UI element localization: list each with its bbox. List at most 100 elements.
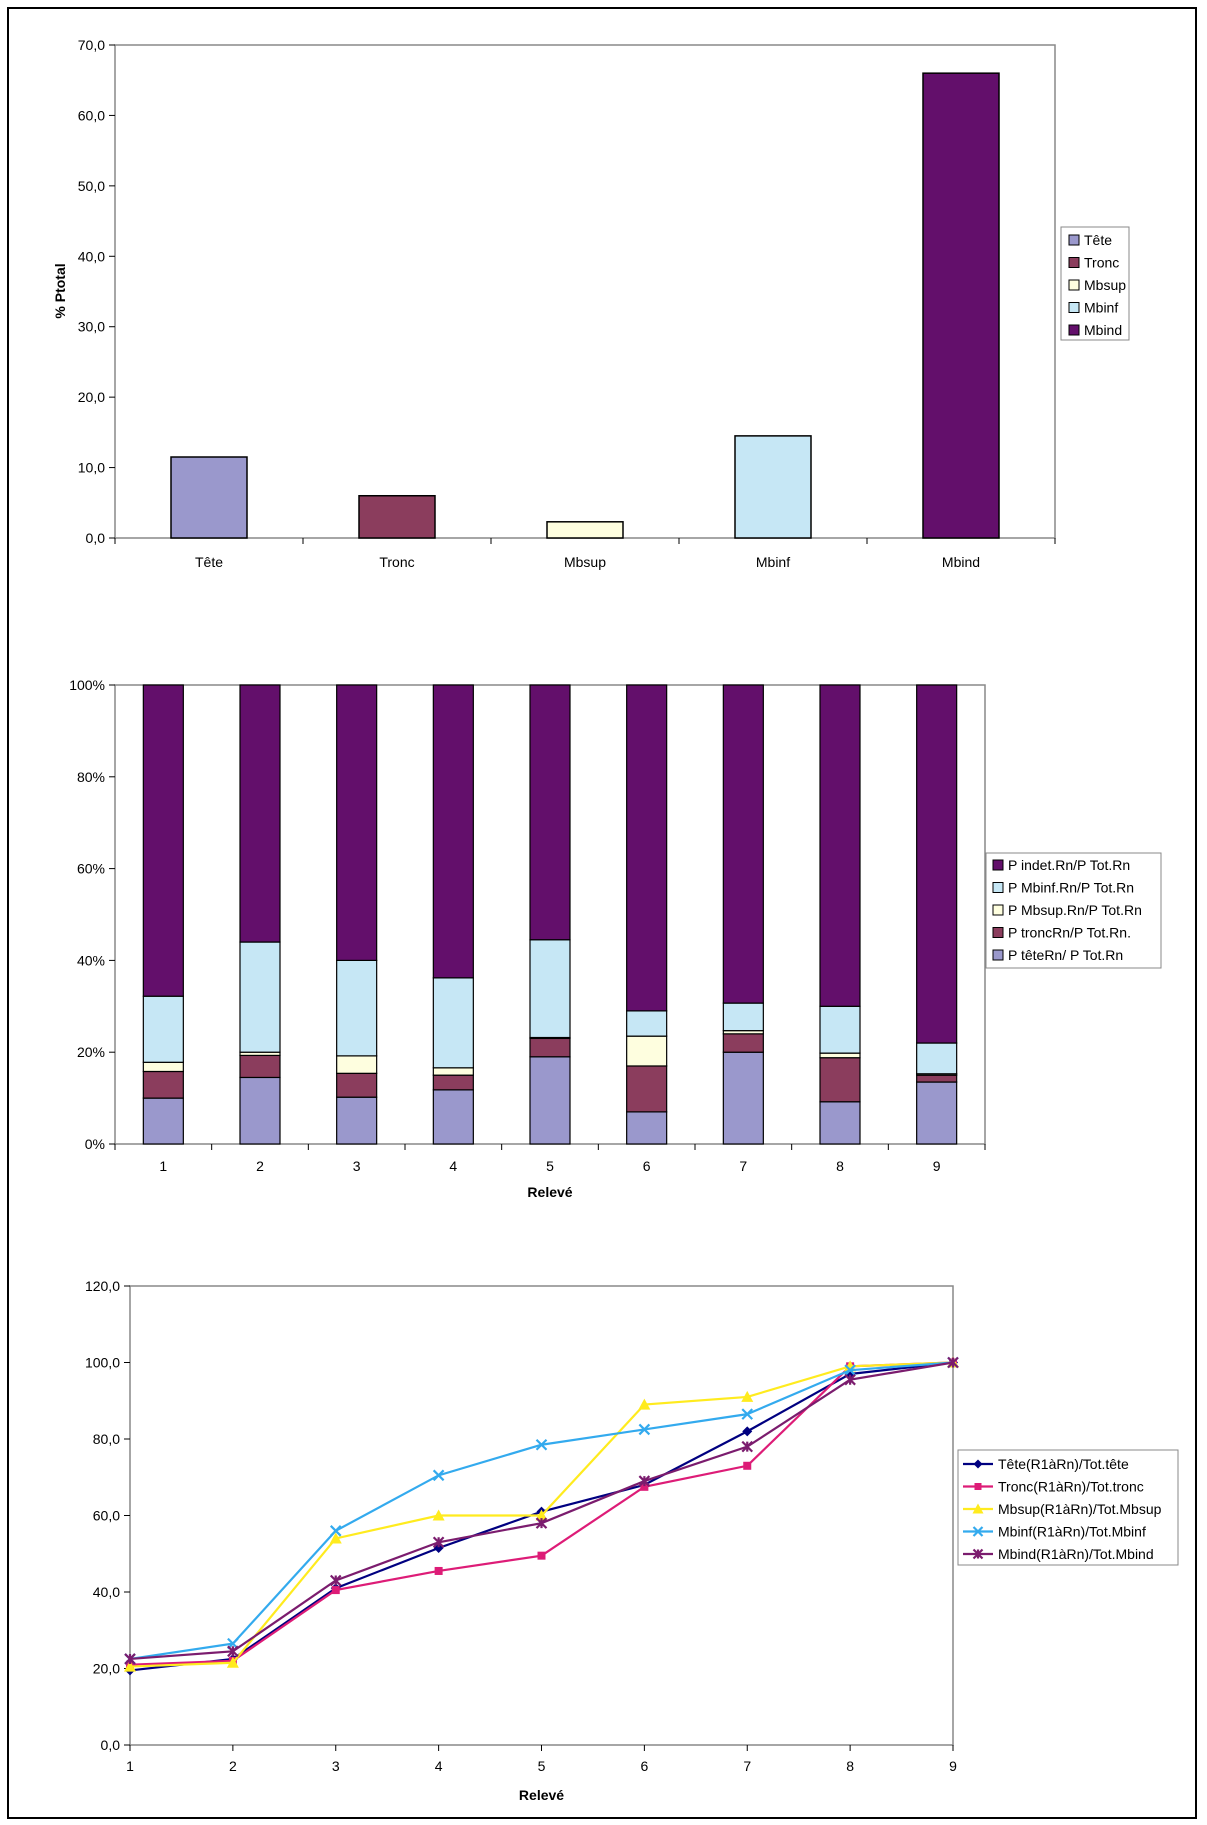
chart-2-xtick-label: 1 xyxy=(159,1158,167,1174)
chart-1-ylabel: % Ptotal xyxy=(52,263,68,318)
chart-2-xlabel: Relevé xyxy=(527,1184,572,1200)
chart-2-ytick-label: 60% xyxy=(77,861,105,877)
chart-3-xlabel: Relevé xyxy=(519,1787,564,1803)
stacked-segment xyxy=(143,685,183,996)
stacked-segment xyxy=(627,1036,667,1066)
chart-1-ytick-label: 70,0 xyxy=(78,37,105,53)
chart-3-legend: Tête(R1àRn)/Tot.tête Tronc(R1àRn)/Tot.tro… xyxy=(958,1450,1178,1565)
data-point xyxy=(743,1462,751,1470)
stacked-segment xyxy=(433,1090,473,1144)
chart-1-ytick-label: 60,0 xyxy=(78,107,105,123)
chart-1-xtick-label: Mbinf xyxy=(756,554,790,570)
chart-2-ytick-label: 80% xyxy=(77,769,105,785)
chart-3-ytick-label: 120,0 xyxy=(85,1278,120,1294)
legend-label: Mbind xyxy=(1084,322,1122,338)
stacked-segment xyxy=(917,685,957,1043)
legend-swatch xyxy=(1069,325,1079,335)
legend-label: P Mbsup.Rn/P Tot.Rn xyxy=(1008,902,1142,918)
bar-mbind xyxy=(923,73,999,538)
data-point xyxy=(742,1426,752,1436)
stacked-segment xyxy=(337,960,377,1055)
legend-swatch xyxy=(993,860,1003,870)
stacked-segment xyxy=(143,1062,183,1071)
stacked-segment xyxy=(917,1082,957,1144)
stacked-segment xyxy=(530,1057,570,1144)
chart-3-xtick-label: 7 xyxy=(743,1758,751,1774)
stacked-segment xyxy=(723,685,763,1003)
stacked-segment xyxy=(143,1098,183,1144)
chart-3-xtick-label: 6 xyxy=(640,1758,648,1774)
stacked-segment xyxy=(240,1077,280,1144)
chart-2-xtick-label: 8 xyxy=(836,1158,844,1174)
legend-label: Mbsup(R1àRn)/Tot.Mbsup xyxy=(998,1501,1162,1517)
chart-2-ytick-label: 100% xyxy=(69,677,105,693)
stacked-segment xyxy=(820,1053,860,1058)
chart-2-xtick-label: 2 xyxy=(256,1158,264,1174)
chart-1-ytick-label: 10,0 xyxy=(78,460,105,476)
chart-2-xtick-label: 3 xyxy=(353,1158,361,1174)
chart-3-xtick-label: 4 xyxy=(435,1758,443,1774)
legend-label: P troncRn/P Tot.Rn. xyxy=(1008,925,1131,941)
chart-1-legend: TêteTroncMbsupMbinfMbind xyxy=(1061,227,1129,340)
data-point xyxy=(538,1552,546,1560)
stacked-segment xyxy=(723,1052,763,1144)
chart-2-ytick-label: 0% xyxy=(85,1136,105,1152)
legend-label: Tête(R1àRn)/Tot.tête xyxy=(998,1456,1129,1472)
chart-2-stacked-bar: 0%20%40%60%80%100%1 2 3 4 5 6 7 8 9RelevéP indet… xyxy=(69,677,1161,1200)
chart-3-ytick-label: 100,0 xyxy=(85,1355,120,1371)
data-point xyxy=(435,1567,443,1575)
legend-swatch xyxy=(993,950,1003,960)
stacked-segment xyxy=(143,1071,183,1098)
chart-2-legend: P indet.Rn/P Tot.Rn P Mbinf.Rn/P Tot.Rn P … xyxy=(986,853,1161,968)
chart-1-xtick-label: Tête xyxy=(195,554,223,570)
chart-1-ytick-label: 40,0 xyxy=(78,248,105,264)
stacked-segment xyxy=(337,1056,377,1073)
stacked-segment xyxy=(530,940,570,1038)
legend-label: Mbinf(R1àRn)/Tot.Mbinf xyxy=(998,1524,1146,1540)
stacked-segment xyxy=(820,1006,860,1053)
legend-swatch xyxy=(993,928,1003,938)
stacked-segment xyxy=(820,1058,860,1102)
chart-3-xtick-label: 2 xyxy=(229,1758,237,1774)
legend-label: Tronc xyxy=(1084,255,1119,271)
legend-label: P Mbinf.Rn/P Tot.Rn xyxy=(1008,880,1134,896)
chart-3-ytick-label: 40,0 xyxy=(93,1584,120,1600)
stacked-segment xyxy=(530,1038,570,1056)
stacked-segment xyxy=(917,1043,957,1074)
stacked-segment xyxy=(337,1073,377,1097)
legend-swatch xyxy=(1069,258,1079,268)
stacked-segment xyxy=(723,1003,763,1031)
legend-label: Tronc(R1àRn)/Tot.tronc xyxy=(998,1479,1144,1495)
chart-3-ytick-label: 0,0 xyxy=(101,1737,121,1753)
chart-2-ytick-label: 20% xyxy=(77,1044,105,1060)
chart-2-xtick-label: 9 xyxy=(933,1158,941,1174)
legend-swatch xyxy=(1069,235,1079,245)
stacked-segment xyxy=(337,685,377,960)
chart-1-xtick-label: Mbind xyxy=(942,554,980,570)
stacked-segment xyxy=(917,1075,957,1082)
legend-label: P indet.Rn/P Tot.Rn xyxy=(1008,857,1130,873)
stacked-segment xyxy=(627,1112,667,1144)
stacked-segment xyxy=(820,1102,860,1144)
stacked-segment xyxy=(723,1034,763,1052)
stacked-segment xyxy=(143,996,183,1062)
legend-label: Mbind(R1àRn)/Tot.Mbind xyxy=(998,1546,1154,1562)
data-point xyxy=(331,1576,341,1586)
chart-1-bar: 0,0 10,0 20,0 30,0 40,0 50,0 60,0 70,0 Tête Tronc… xyxy=(52,37,1129,570)
legend-marker xyxy=(975,1483,982,1490)
chart-3-xtick-label: 3 xyxy=(332,1758,340,1774)
stacked-segment xyxy=(337,1097,377,1144)
legend-label: Mbinf xyxy=(1084,300,1118,316)
legend-swatch xyxy=(1069,280,1079,290)
chart-2-xtick-label: 5 xyxy=(546,1158,554,1174)
stacked-segment xyxy=(627,685,667,1011)
legend-swatch xyxy=(993,883,1003,893)
stacked-segment xyxy=(433,978,473,1068)
data-point xyxy=(639,1476,649,1486)
data-point xyxy=(332,1586,340,1594)
stacked-segment xyxy=(240,1055,280,1077)
chart-3-ytick-label: 60,0 xyxy=(93,1508,120,1524)
legend-swatch xyxy=(993,905,1003,915)
chart-2-xtick-label: 4 xyxy=(449,1158,457,1174)
